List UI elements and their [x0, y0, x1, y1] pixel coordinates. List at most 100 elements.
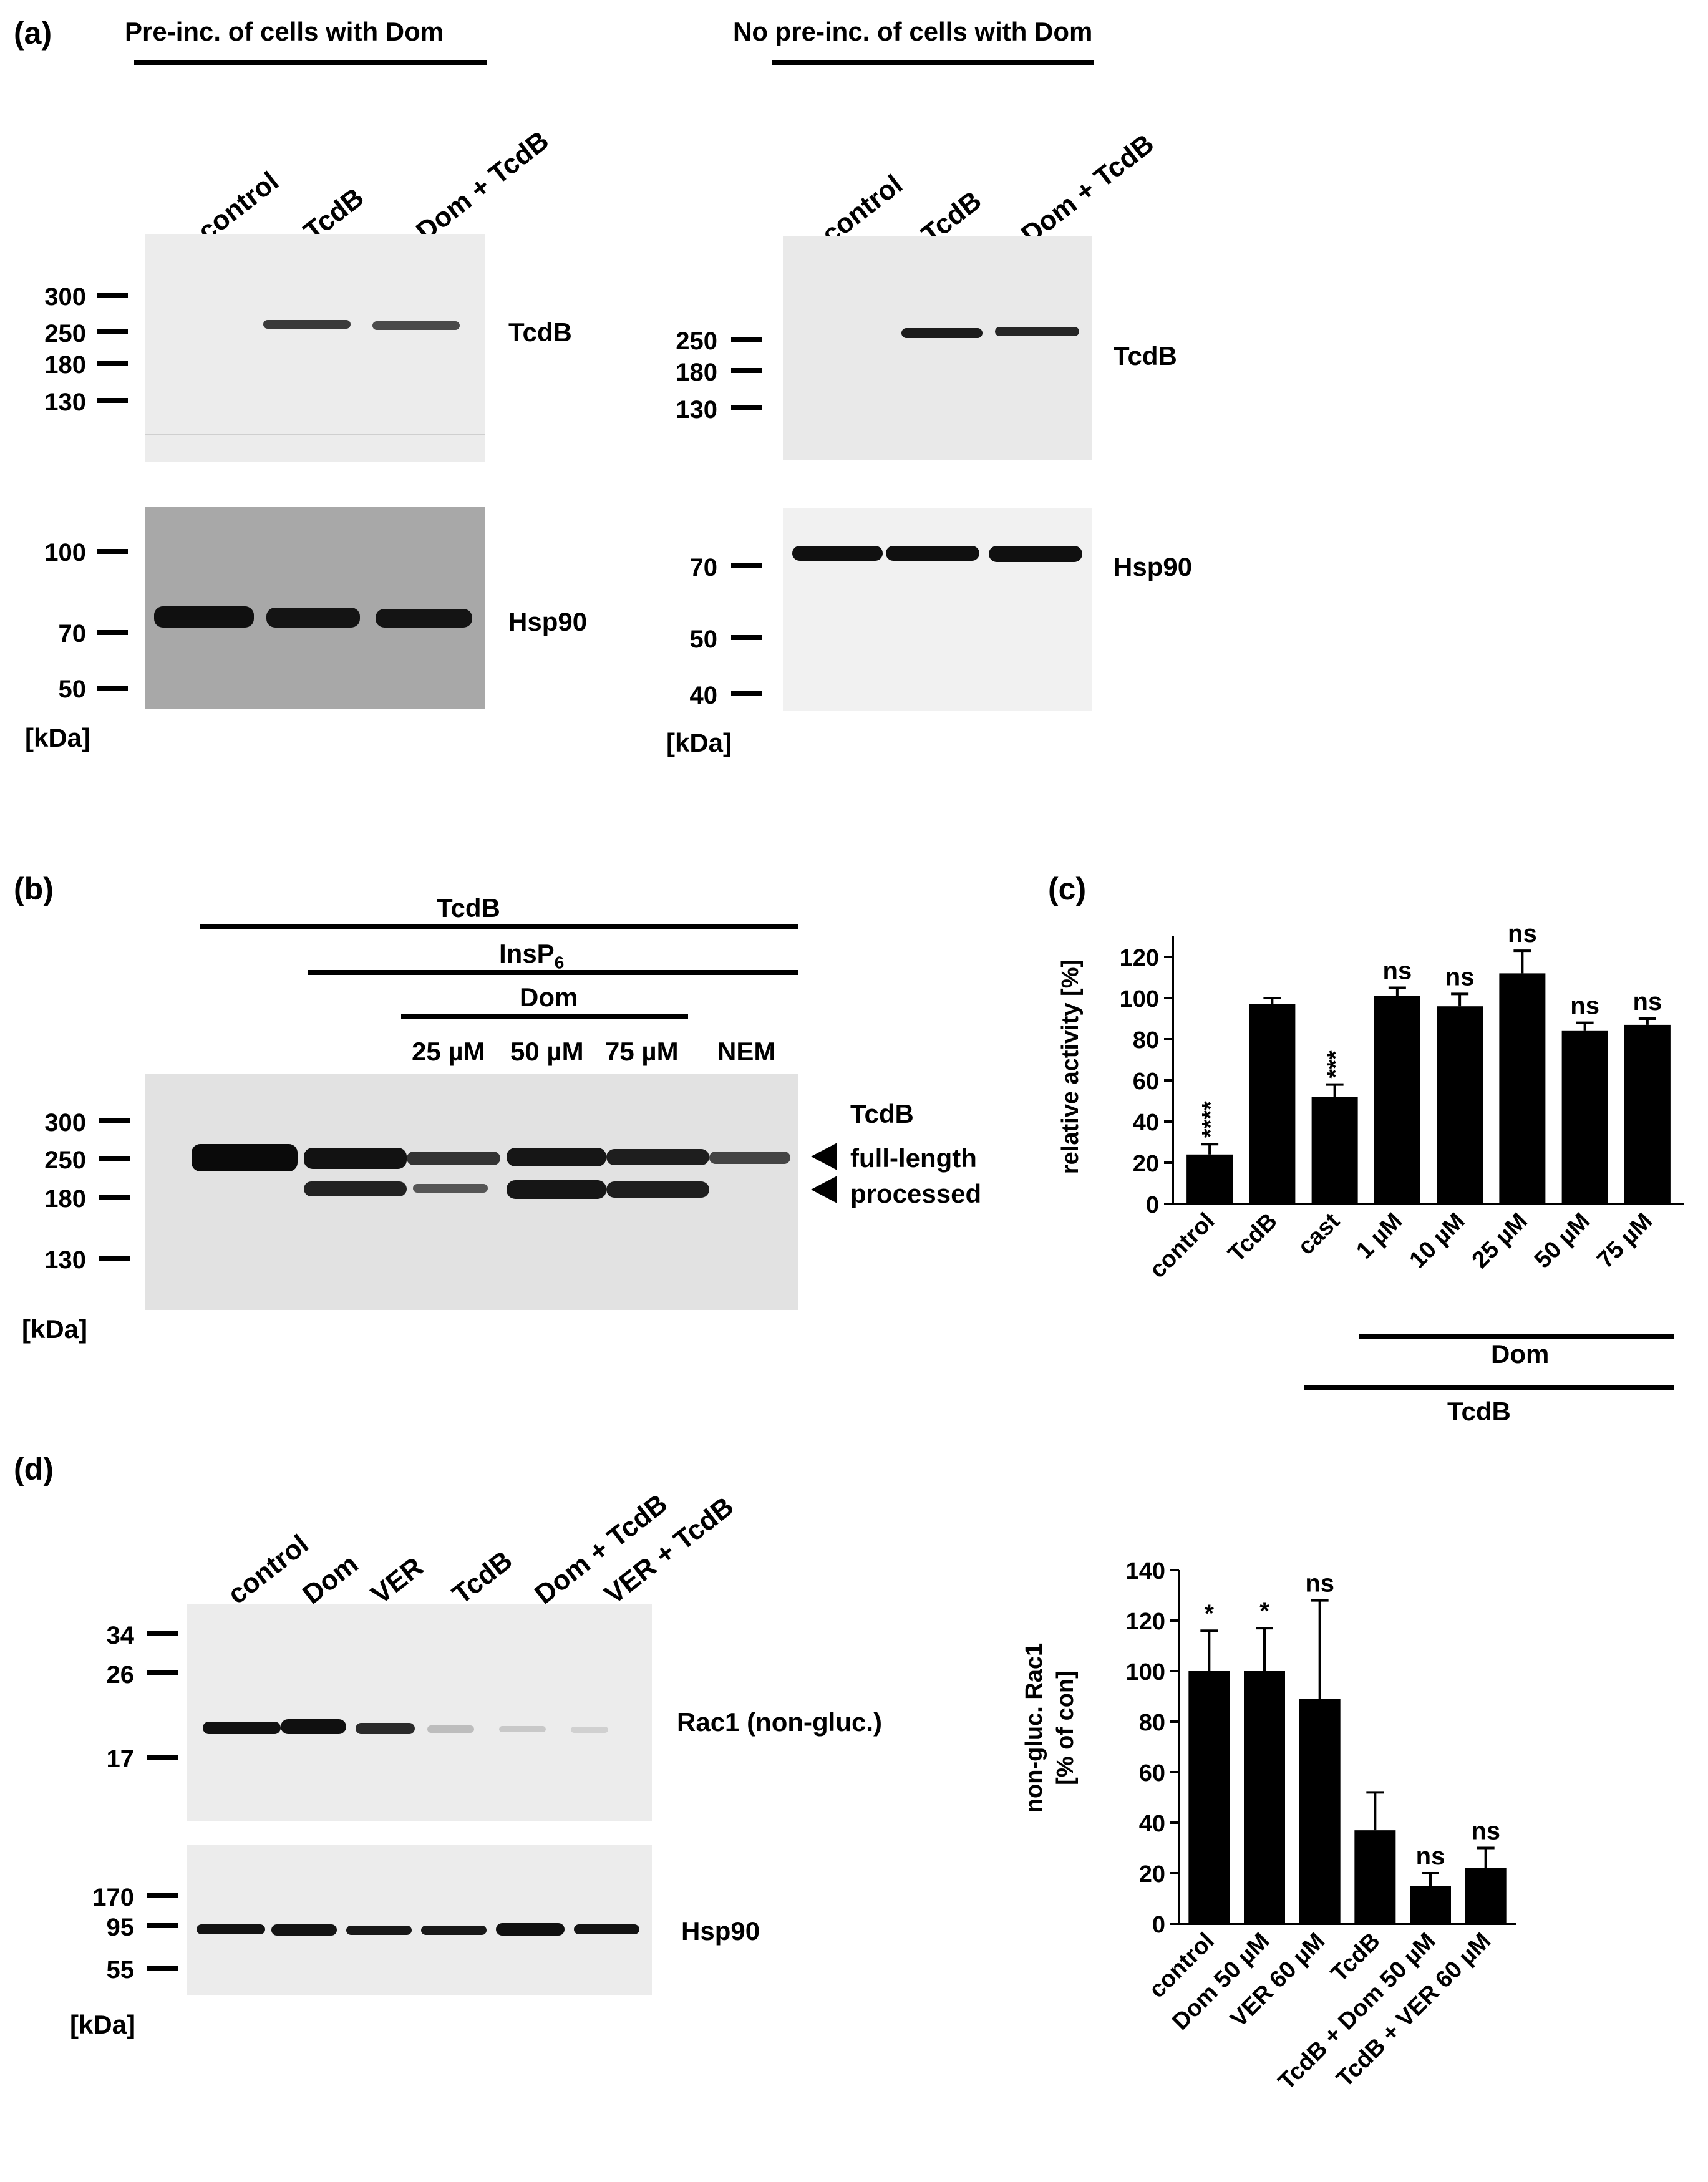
- blot-a-right-tcdb: [783, 236, 1092, 460]
- y-axis-label-unit: [% of con]: [1052, 1670, 1079, 1785]
- lane-label-25um: 25 µM: [412, 1037, 485, 1066]
- group-dom-rule: [1359, 1334, 1674, 1339]
- y-tick-label: 60: [1133, 1069, 1159, 1095]
- insp6-text: InsP: [499, 939, 555, 968]
- y-tick-label: 100: [1126, 1659, 1165, 1685]
- marker-130: 130: [44, 389, 86, 416]
- lane-label-75um: 75 µM: [605, 1037, 679, 1066]
- band: [271, 1924, 337, 1936]
- band: [606, 1181, 709, 1198]
- y-tick-label: 20: [1139, 1861, 1165, 1888]
- marker-250: 250: [676, 327, 717, 355]
- blot-b-tcdb: [145, 1074, 798, 1310]
- band: [499, 1726, 546, 1732]
- label-processed: processed: [850, 1179, 982, 1208]
- band: [792, 546, 883, 561]
- panel-label-d: (d): [14, 1452, 54, 1486]
- blot-name-tcdb: TcdB: [850, 1099, 914, 1128]
- arrow-processed-icon: [811, 1176, 837, 1203]
- panel-label-c: (c): [1048, 871, 1087, 906]
- band: [574, 1924, 639, 1934]
- marker-tick: [147, 1755, 178, 1760]
- marker-50: 50: [689, 626, 718, 653]
- blot-name-rac1: Rac1 (non-gluc.): [677, 1707, 883, 1737]
- band: [304, 1148, 407, 1169]
- marker-tick: [97, 398, 128, 403]
- band: [376, 609, 472, 628]
- band: [709, 1152, 790, 1164]
- band: [263, 320, 351, 329]
- band: [496, 1923, 565, 1936]
- blot-a-right-hsp90: [783, 508, 1092, 711]
- marker-tick: [731, 635, 762, 640]
- band: [995, 327, 1079, 336]
- blot-name-hsp90: Hsp90: [508, 607, 588, 636]
- header-dom: Dom: [520, 982, 578, 1012]
- marker-55: 55: [106, 1956, 135, 1984]
- bar: [1374, 996, 1420, 1204]
- y-tick-label: 0: [1152, 1912, 1165, 1938]
- y-tick-label: 100: [1120, 986, 1159, 1012]
- significance-label: ns: [1383, 958, 1412, 985]
- blot-name-tcdb: TcdB: [1114, 341, 1177, 371]
- marker-tick: [97, 329, 128, 334]
- significance-label: ns: [1471, 1818, 1500, 1845]
- significance-label: ns: [1305, 1570, 1334, 1598]
- band: [304, 1181, 407, 1196]
- lane-label-50um: 50 µM: [510, 1037, 584, 1066]
- membrane-edge: [145, 434, 485, 435]
- panel-a-right-title-rule: [772, 60, 1094, 65]
- marker-100: 100: [44, 539, 86, 566]
- band: [507, 1180, 606, 1199]
- marker-300: 300: [44, 283, 86, 311]
- x-tick-label: control: [1145, 1208, 1220, 1284]
- header-insp6-rule: [308, 970, 798, 975]
- x-tick-label: 1 µM: [1351, 1208, 1407, 1264]
- band: [989, 546, 1082, 562]
- lane-label-dom-tcdb: Dom + TcdB: [1016, 128, 1160, 251]
- group-dom-label: Dom: [1491, 1339, 1550, 1369]
- band: [266, 608, 360, 628]
- marker-tick: [147, 1670, 178, 1675]
- bar: [1561, 1030, 1608, 1204]
- band: [571, 1727, 608, 1733]
- kda-unit: [kDa]: [25, 723, 91, 752]
- chart-relative-activity: 0 20 40 60 80 100 120 **** control TcdB *** cast ns 1…: [1057, 920, 1684, 1284]
- marker-tick: [99, 1118, 130, 1123]
- band: [346, 1926, 412, 1935]
- y-axis-label: relative activity [%]: [1057, 959, 1084, 1174]
- marker-180: 180: [676, 359, 717, 386]
- marker-17: 17: [106, 1745, 135, 1773]
- marker-tick: [731, 691, 762, 696]
- insp6-subscript: 6: [554, 953, 565, 972]
- kda-unit: [kDa]: [22, 1314, 88, 1344]
- significance-label: ns: [1633, 988, 1662, 1016]
- band: [886, 546, 979, 561]
- bar: [1410, 1886, 1451, 1924]
- y-tick-label: 40: [1139, 1811, 1165, 1837]
- band: [372, 321, 460, 330]
- y-tick-label: 20: [1133, 1151, 1159, 1177]
- band: [203, 1722, 281, 1734]
- header-tcdb-rule: [200, 924, 798, 929]
- marker-180: 180: [44, 1185, 86, 1213]
- bar: [1249, 1004, 1296, 1204]
- marker-26: 26: [106, 1661, 135, 1689]
- x-tick-label: TcdB: [1223, 1208, 1283, 1268]
- marker-250: 250: [44, 1147, 86, 1174]
- marker-tick: [731, 337, 762, 342]
- lane-label-dom: Dom: [297, 1548, 364, 1611]
- band: [407, 1152, 500, 1165]
- panel-a-left-title: Pre-inc. of cells with Dom: [125, 17, 444, 46]
- marker-tick: [99, 1195, 130, 1200]
- y-tick-label: 60: [1139, 1760, 1165, 1787]
- bar: [1624, 1024, 1671, 1204]
- header-tcdb: TcdB: [437, 893, 500, 923]
- panel-label-b: (b): [14, 871, 54, 906]
- bar: [1465, 1868, 1507, 1924]
- header-dom-rule: [401, 1014, 688, 1019]
- y-tick-label: 120: [1120, 945, 1159, 971]
- bar: [1188, 1671, 1230, 1924]
- marker-tick: [99, 1256, 130, 1261]
